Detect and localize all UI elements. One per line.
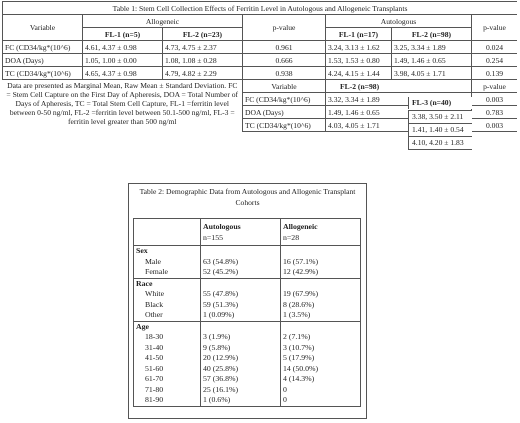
table-row: FC (CD34/kg*(10^6) 4.61, 4.37 ± 0.98 4.7… — [2, 40, 517, 54]
cell: 1.53, 1.53 ± 0.80 — [325, 53, 392, 67]
table-1: Table 1: Stem Cell Collection Effects of… — [2, 1, 517, 214]
cell: 0.961 — [242, 40, 326, 54]
cell: 4.10, 4.20 ± 1.83 — [408, 136, 472, 150]
table-row: 41-50 20 (12.9%) 5 (17.9%) — [133, 353, 361, 364]
sub-fl3-values: 3.38, 3.50 ± 2.11 1.41, 1.40 ± 0.54 4.10… — [408, 110, 472, 150]
cell: 3.25, 3.34 ± 1.89 — [391, 40, 472, 54]
cell: 3.24, 3.13 ± 1.62 — [325, 40, 392, 54]
sub-fl2-header: FL-2 (n=98) — [325, 79, 472, 93]
table-row: 61-70 57 (36.8%) 4 (14.3%) — [133, 374, 361, 385]
section-age: Age — [133, 320, 361, 332]
table-row: 18-30 3 (1.9%) 2 (7.1%) — [133, 332, 361, 343]
auto-fl2-header: FL-2 (n=98) — [391, 27, 472, 41]
cell: 4.65, 4.37 ± 0.98 — [82, 66, 163, 80]
section-race: Race — [133, 277, 361, 289]
table-row: Female 52 (45.2%) 12 (42.9%) — [133, 267, 361, 278]
cell: 0.783 — [470, 105, 517, 119]
cell: 0.666 — [242, 53, 326, 67]
row-variable: DOA (Days) — [2, 53, 83, 67]
cell: 0.139 — [470, 66, 517, 80]
table-row: TC (CD34/kg*(10^6) 4.65, 4.37 ± 0.98 4.7… — [2, 66, 517, 80]
table-row: 31-40 9 (5.8%) 3 (10.7%) — [133, 342, 361, 353]
table-row: White 55 (47.8%) 19 (67.9%) — [133, 289, 361, 300]
allo-pvalue-header: p-value — [242, 14, 326, 41]
row-variable: FC (CD34/kg*(10^6) — [2, 40, 83, 54]
cell: 3.38, 3.50 ± 2.11 — [408, 110, 472, 123]
auto-pvalue-header: p-value — [470, 14, 517, 41]
cell: 4.24, 4.15 ± 1.44 — [325, 66, 392, 80]
auto-fl1-header: FL-1 (n=17) — [325, 27, 392, 41]
cell: 1.08, 1.08 ± 0.28 — [162, 53, 243, 67]
section-title: Sex — [133, 245, 201, 257]
table-2-caption: Table 2: Demographic Data from Autologou… — [139, 187, 356, 207]
row-variable: FC (CD34/kg*(10^6) — [242, 92, 326, 106]
cell: 1.49, 1.46 ± 0.65 — [391, 53, 472, 67]
cell: 0.003 — [470, 92, 517, 106]
allo-fl2-header: FL-2 (n=23) — [162, 27, 243, 41]
table-row: 51-60 40 (25.8%) 14 (50.0%) — [133, 363, 361, 374]
row-variable: DOA (Days) — [242, 105, 326, 119]
sub-fl3-column: FL-3 (n=40) — [408, 97, 472, 109]
table-row: 71-80 25 (16.1%) 0 — [133, 384, 361, 395]
cell: 4.61, 4.37 ± 0.98 — [82, 40, 163, 54]
table-1-title: Table 1: Stem Cell Collection Effects of… — [2, 1, 517, 15]
cell: 0.003 — [470, 118, 517, 132]
cell: 3.98, 4.05 ± 1.71 — [391, 66, 472, 80]
cell: 4.73, 4.75 ± 2.37 — [162, 40, 243, 54]
cell: 0.024 — [470, 40, 517, 54]
cell: 1.41, 1.40 ± 0.54 — [408, 123, 472, 136]
cell: 0.254 — [470, 53, 517, 67]
cell: 4.79, 4.82 ± 2.29 — [162, 66, 243, 80]
autologous-header: Autologous — [325, 14, 472, 28]
table-row: Other 1 (0.09%) 1 (3.5%) — [133, 310, 361, 321]
sub-pvalue-header: p-value — [470, 79, 517, 93]
table-row: Male 63 (54.8%) 16 (57.1%) — [133, 256, 361, 267]
allo-fl1-header: FL-1 (n=5) — [82, 27, 163, 41]
section-title: Race — [133, 277, 201, 289]
table-2: Table 2: Demographic Data from Autologou… — [128, 183, 367, 419]
table-row: DOA (Days) 1.05, 1.00 ± 0.00 1.08, 1.08 … — [2, 53, 517, 67]
table-row: Black 59 (51.3%) 8 (28.6%) — [133, 299, 361, 310]
autologous-column-header: Autologous n=155 — [200, 218, 281, 246]
allogeneic-header: Allogeneic — [82, 14, 243, 28]
cell: 1.05, 1.00 ± 0.00 — [82, 53, 163, 67]
section-title: Age — [133, 320, 201, 332]
sub-variable-header: Variable — [242, 79, 326, 93]
row-variable: TC (CD34/kg*(10^6) — [2, 66, 83, 80]
variable-header: Variable — [2, 14, 83, 41]
row-variable: TC (CD34/kg*(10^6) — [242, 118, 326, 132]
cell: 0.938 — [242, 66, 326, 80]
section-sex: Sex — [133, 245, 361, 257]
table-row: 81-90 1 (0.6%) 0 — [133, 395, 361, 407]
allogeneic-column-header: Allogeneic n=28 — [280, 218, 361, 246]
sub-fl3-header: FL-3 (n=40) — [408, 97, 472, 109]
table-1-footnote: Data are presented as Marginal Mean, Raw… — [6, 81, 239, 126]
blank-header — [133, 218, 201, 246]
